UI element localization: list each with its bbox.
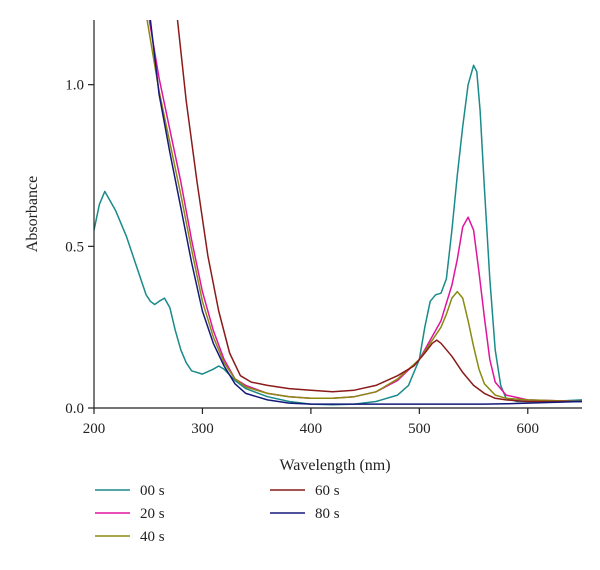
legend-label: 60 s [315,483,340,499]
y-axis-label: Absorbance [24,176,41,252]
x-axis-label: Wavelength (nm) [279,457,390,474]
x-tick-label: 400 [300,421,323,437]
legend-item: 40 s [95,529,165,545]
legend-label: 40 s [140,529,165,545]
x-tick-label: 500 [408,421,431,437]
x-tick-label: 300 [191,421,214,437]
y-ticks: 0.0 0.5 1.0 [65,78,94,417]
x-ticks: 200 300 400 500 600 [83,408,539,437]
x-tick-label: 200 [83,421,106,437]
y-tick-label: 0.5 [65,239,84,255]
y-tick-label: 1.0 [65,78,84,94]
legend-item: 80 s [270,506,340,522]
legend-label: 00 s [140,483,165,499]
legend-label: 20 s [140,506,165,522]
legend: 00 s 20 s 40 s 60 s 80 s [95,483,340,545]
x-tick-label: 600 [517,421,540,437]
legend-item: 20 s [95,506,165,522]
legend-item: 60 s [270,483,340,499]
y-tick-label: 0.0 [65,401,84,417]
series-line-80s [149,20,582,405]
legend-item: 00 s [95,483,165,499]
legend-label: 80 s [315,506,340,522]
series-line-40s [146,20,582,403]
series-line-60s [176,20,582,403]
series-layer [94,20,582,406]
